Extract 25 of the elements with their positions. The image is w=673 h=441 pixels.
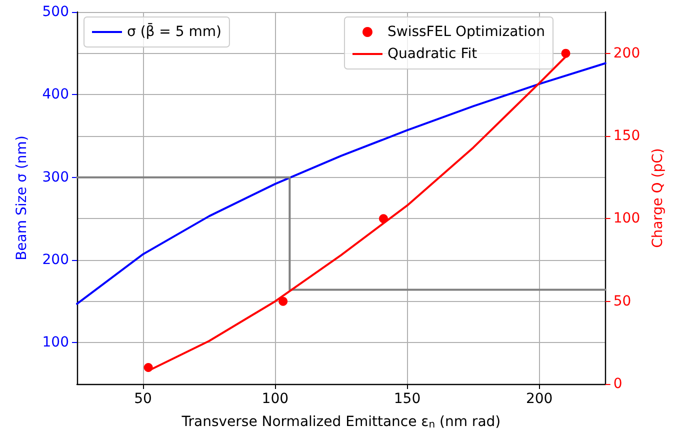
legend-label: Quadratic Fit bbox=[387, 46, 478, 62]
y2-tick-label: 100 bbox=[613, 210, 640, 227]
x-tick-label: 100 bbox=[262, 391, 289, 407]
x-tick-label: 50 bbox=[134, 391, 152, 407]
y2-tick-label: 150 bbox=[613, 128, 640, 144]
y-tick-label: 400 bbox=[42, 86, 69, 103]
x-tick-label: 200 bbox=[526, 391, 553, 407]
point bbox=[278, 296, 288, 306]
legend-label: SwissFEL Optimization bbox=[387, 24, 546, 40]
y2-tick-label: 0 bbox=[613, 376, 622, 392]
legend-label: σ (β̄ = 5 mm) bbox=[127, 22, 222, 40]
y-tick-label: 300 bbox=[42, 169, 69, 186]
point bbox=[378, 214, 388, 224]
point bbox=[561, 48, 570, 58]
y-axis-title: Beam Size σ (nm) bbox=[14, 136, 30, 260]
y-tick-label: 100 bbox=[42, 334, 69, 351]
point bbox=[144, 362, 153, 372]
y2-tick-label: 200 bbox=[613, 45, 640, 62]
y-tick-label: 200 bbox=[42, 252, 69, 268]
y2-tick-label: 50 bbox=[613, 293, 632, 310]
line-series bbox=[76, 62, 606, 305]
y-tick-label: 500 bbox=[42, 4, 69, 20]
x-tick-label: 150 bbox=[394, 391, 421, 407]
x-axis-title: Transverse Normalized Emittance εn (nm rad) bbox=[180, 414, 501, 430]
y2-axis-title: Charge Q (pC) bbox=[650, 148, 666, 248]
